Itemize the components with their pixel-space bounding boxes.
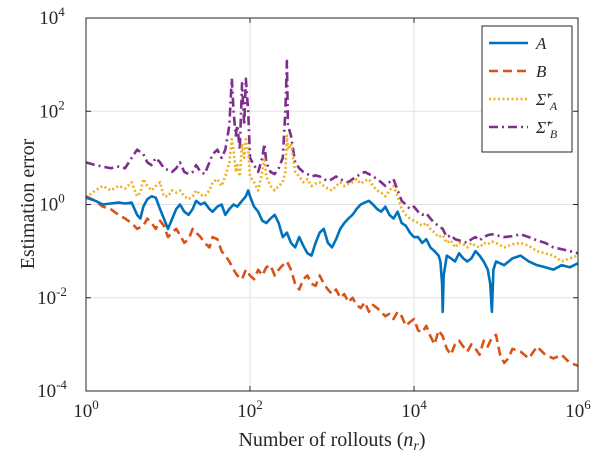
legend-label-2: Σ̃′A — [535, 90, 558, 113]
legend: AB Σ̃′A Σ̃′B — [481, 25, 573, 153]
series-layer — [85, 59, 579, 367]
y-tick-label: 10-2 — [37, 284, 67, 309]
y-tick-label: 10-4 — [37, 377, 67, 402]
legend-label-1: B — [536, 62, 547, 81]
y-tick-label: 102 — [39, 97, 65, 122]
x-tick-label: 106 — [565, 397, 591, 422]
tick-marks — [85, 17, 579, 392]
series-line-2 — [85, 134, 579, 263]
x-axis-label: Number of rollouts (nr) — [238, 429, 425, 454]
series-line-1 — [85, 195, 579, 367]
y-tick-label: 104 — [39, 4, 65, 29]
legend-label-3: Σ̃′B — [535, 118, 558, 141]
series-line-0 — [85, 189, 579, 314]
tick-labels: 100 102 104 106 10-4 10-2 100 102 104 — [37, 4, 591, 422]
legend-box — [481, 25, 573, 153]
y-tick-label: 100 — [39, 191, 65, 216]
series-line-3 — [85, 59, 579, 255]
x-tick-label: 104 — [401, 397, 427, 422]
x-tick-label: 100 — [73, 397, 99, 422]
x-tick-label: 102 — [237, 397, 263, 422]
legend-label-0: A — [535, 34, 547, 53]
y-axis-label: Estimation error — [17, 138, 39, 269]
